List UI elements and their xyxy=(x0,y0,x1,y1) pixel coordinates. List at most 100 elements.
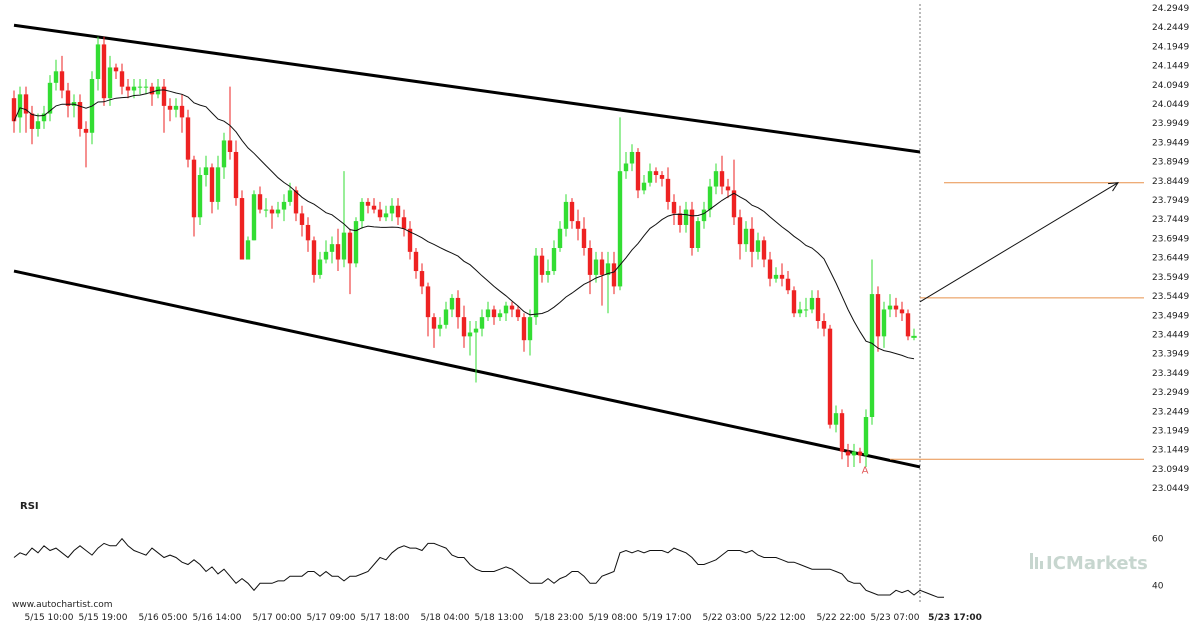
candle xyxy=(107,55,113,106)
candle-body xyxy=(527,317,533,341)
candle-body xyxy=(551,248,557,272)
candle-body xyxy=(227,140,233,152)
brand-logo-bar xyxy=(1040,561,1043,569)
candle xyxy=(443,301,449,329)
candle-body xyxy=(467,332,473,337)
candle xyxy=(275,201,281,218)
candle xyxy=(857,447,863,464)
candle xyxy=(59,55,65,99)
candle xyxy=(749,217,755,268)
candle xyxy=(899,301,905,321)
candle-body xyxy=(911,335,917,338)
candle xyxy=(419,263,425,295)
time-tick-label: 5/15 10:00 xyxy=(24,613,73,623)
candle xyxy=(437,317,443,337)
candle-body xyxy=(305,224,311,241)
candle-body xyxy=(851,451,857,456)
time-tick-label: 5/18 04:00 xyxy=(420,613,469,623)
candle-body xyxy=(797,309,803,314)
candle xyxy=(461,305,467,348)
candle xyxy=(551,240,557,275)
candle xyxy=(893,297,899,318)
candle xyxy=(467,320,473,356)
time-tick-label: 5/17 09:00 xyxy=(306,613,355,623)
candle xyxy=(875,286,881,352)
candle-body xyxy=(743,228,749,245)
candle xyxy=(251,190,257,241)
candle-body xyxy=(461,317,467,337)
candle xyxy=(575,209,581,241)
candle-body xyxy=(95,44,101,79)
candle xyxy=(311,236,317,283)
candle xyxy=(245,236,251,260)
candle-body xyxy=(107,67,113,99)
candle xyxy=(353,217,359,268)
candle xyxy=(29,105,35,145)
candle xyxy=(371,198,377,214)
candle xyxy=(821,313,827,337)
time-tick-label: 5/23 07:00 xyxy=(870,613,919,623)
candle xyxy=(359,198,365,229)
candle xyxy=(263,198,269,218)
candle-body xyxy=(407,228,413,252)
candle xyxy=(197,167,203,225)
time-tick-label: 5/19 17:00 xyxy=(642,613,691,623)
candle-body xyxy=(665,178,671,202)
price-tick-label: 23.3449 xyxy=(1152,369,1189,379)
candle-body xyxy=(455,297,461,318)
candle xyxy=(839,409,845,460)
candle xyxy=(905,309,911,341)
candle xyxy=(281,194,287,222)
candle xyxy=(125,78,131,99)
candle xyxy=(683,201,689,233)
candle xyxy=(203,155,209,187)
candle xyxy=(581,217,587,256)
candle-body xyxy=(881,309,887,337)
time-tick-label: 5/19 08:00 xyxy=(588,613,637,623)
candle-body xyxy=(497,313,503,318)
candle xyxy=(761,236,767,268)
candle-body xyxy=(593,259,599,275)
time-tick-label: 5/22 22:00 xyxy=(816,613,865,623)
candle-body xyxy=(617,171,623,287)
candle-body xyxy=(503,305,509,314)
candle xyxy=(803,297,809,318)
candle-body xyxy=(815,297,821,321)
price-tick-label: 23.1449 xyxy=(1152,446,1189,456)
candle-body xyxy=(251,194,257,241)
candle-body xyxy=(53,71,59,83)
candle xyxy=(395,198,401,225)
candle xyxy=(587,240,593,295)
candle xyxy=(539,248,545,283)
candle-body xyxy=(413,251,419,272)
brand-logo-bar xyxy=(1030,553,1033,569)
candle xyxy=(791,286,797,318)
candle-body xyxy=(575,221,581,229)
candle-body xyxy=(875,294,881,337)
candle xyxy=(725,178,731,199)
time-tick-label: 5/22 12:00 xyxy=(756,613,805,623)
candle-body xyxy=(563,201,569,229)
price-tick-label: 23.0449 xyxy=(1152,484,1189,494)
candle xyxy=(773,267,779,283)
candle-body xyxy=(605,263,611,275)
price-tick-label: 23.5949 xyxy=(1152,273,1189,283)
watermark: www.autochartist.com xyxy=(12,600,113,610)
time-tick-label: 5/18 13:00 xyxy=(474,613,523,623)
candle xyxy=(53,59,59,91)
candle xyxy=(911,328,917,341)
candle-body xyxy=(581,228,587,248)
candle-body xyxy=(569,201,575,222)
candle-body xyxy=(827,328,833,425)
candle-body xyxy=(767,259,773,279)
candle xyxy=(41,105,47,129)
candle-body xyxy=(821,320,827,329)
candle xyxy=(731,159,737,225)
candle xyxy=(617,117,623,291)
candle xyxy=(533,248,539,325)
candle xyxy=(323,240,329,264)
candle-body xyxy=(293,190,299,214)
candle xyxy=(809,290,815,314)
candle xyxy=(119,63,125,95)
candle-body xyxy=(23,94,29,114)
